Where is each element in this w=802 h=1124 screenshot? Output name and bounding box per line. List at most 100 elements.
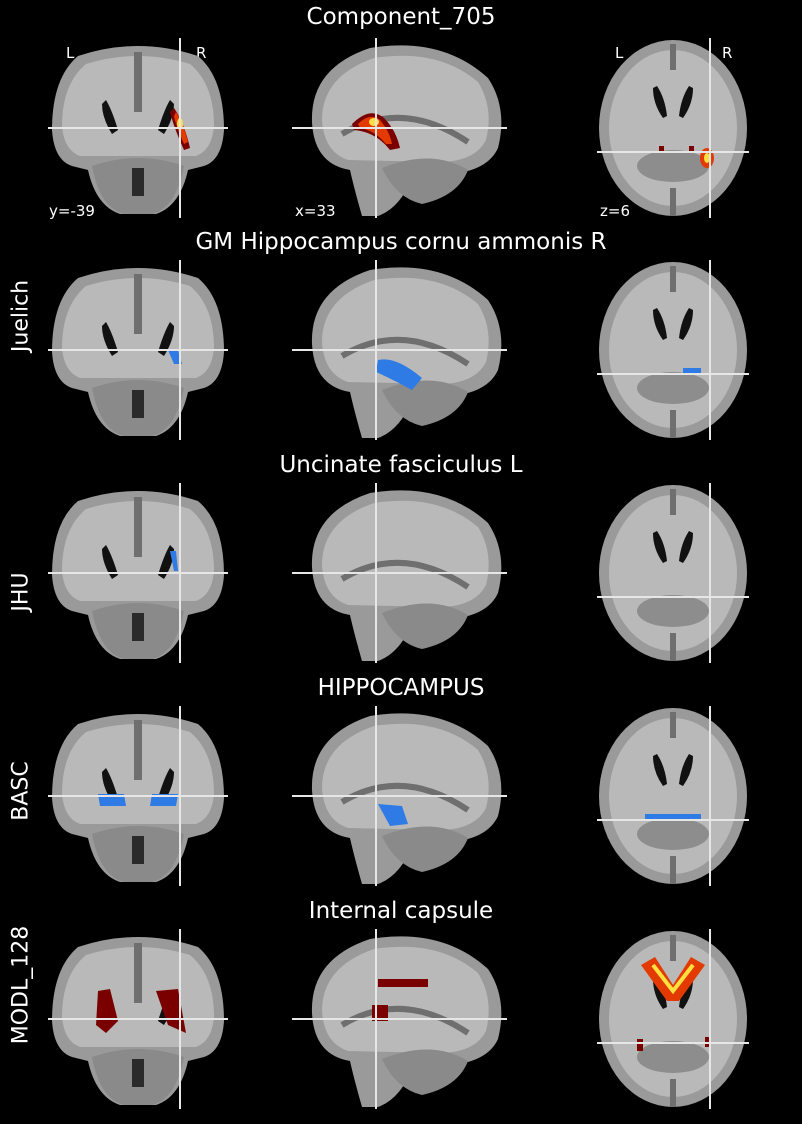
coronal-slice-image [48, 706, 228, 886]
midline-fissure [134, 274, 142, 334]
activation-peak [369, 118, 379, 126]
left-ventricle [653, 531, 667, 563]
right-ventricle [158, 768, 174, 802]
coord-y: y=-39 [49, 202, 95, 220]
axial-slice-row-5 [597, 929, 749, 1109]
coronal-slice-row-4 [48, 706, 228, 886]
row-label-3: JHU [8, 572, 34, 612]
sagittal-slice-row-4 [292, 706, 507, 886]
axial-slice-row-1 [597, 38, 749, 218]
panel-title-5: Internal capsule [308, 898, 494, 924]
panel-title-3: Uncinate fasciculus L [279, 452, 523, 478]
left-ventricle [102, 322, 118, 356]
coord-x: x=33 [295, 202, 336, 220]
sagittal-slice-row-3 [292, 483, 507, 663]
activation-peak [704, 153, 710, 163]
cortex-region [609, 495, 737, 651]
midline-fissure [134, 943, 142, 1003]
overlay-sagittal [378, 804, 408, 826]
sagittal-slice-image [292, 483, 507, 663]
cortex-region [322, 500, 489, 607]
orient-right-1: R [196, 44, 207, 62]
overlay-sagittal [376, 359, 422, 390]
panel-title-2: GM Hippocampus cornu ammonis R [195, 229, 607, 255]
axial-slice-row-3 [597, 483, 749, 663]
row-label-5: MODL_128 [8, 925, 34, 1045]
right-ventricle [679, 308, 693, 340]
right-ventricle [158, 100, 174, 134]
coronal-slice-image [48, 38, 228, 218]
posterior-region [637, 595, 709, 627]
cerebellum [382, 380, 468, 426]
atlas-region [683, 368, 701, 375]
fourth-ventricle [132, 1059, 144, 1087]
right-ventricle [679, 531, 693, 563]
fourth-ventricle [132, 168, 144, 196]
atlas-region [168, 350, 182, 364]
cortex-region [609, 272, 737, 428]
coronal-slice-row-1 [48, 38, 228, 218]
midline-fissure [134, 52, 142, 112]
cortex-region [609, 718, 737, 874]
cerebellum [382, 158, 468, 204]
sagittal-slice-image [292, 260, 507, 440]
anterior-fissure [670, 712, 676, 738]
midline-fissure [134, 497, 142, 557]
fourth-ventricle [132, 613, 144, 641]
atlas-region [378, 979, 428, 987]
coronal-slice-row-3 [48, 483, 228, 663]
left-ventricle [653, 754, 667, 786]
posterior-region [637, 1041, 709, 1073]
orient-left-axial-1: L [615, 44, 624, 62]
axial-slice-image [597, 38, 749, 218]
coronal-slice-image [48, 483, 228, 663]
axial-slice-image [597, 483, 749, 663]
panel-title-4: HIPPOCAMPUS [317, 675, 485, 701]
orient-left-1: L [66, 44, 75, 62]
cerebellum [382, 1049, 468, 1095]
axial-slice-image [597, 706, 749, 886]
row-label-2: Juelich [8, 279, 34, 353]
posterior-fissure [670, 1079, 676, 1107]
anterior-fissure [670, 266, 676, 292]
sagittal-slice-row-2 [292, 260, 507, 440]
posterior-fissure [670, 856, 676, 884]
coronal-slice-image [48, 260, 228, 440]
cortex-region [322, 723, 489, 830]
overlay-coronal [168, 350, 182, 364]
axial-slice-image [597, 929, 749, 1109]
posterior-region [637, 150, 709, 182]
cortex-region [609, 941, 737, 1097]
axial-slice-row-4 [597, 706, 749, 886]
left-ventricle [102, 100, 118, 134]
posterior-fissure [670, 188, 676, 216]
sagittal-slice-row-5 [292, 929, 507, 1109]
activation-spot [689, 146, 694, 151]
overlay-coronal [170, 551, 178, 571]
right-ventricle [158, 545, 174, 579]
atlas-region-left [96, 989, 118, 1033]
right-ventricle [679, 86, 693, 118]
sagittal-slice-image [292, 38, 507, 218]
anterior-fissure [670, 44, 676, 70]
anterior-fissure [670, 935, 676, 961]
right-ventricle [679, 754, 693, 786]
posterior-region [637, 372, 709, 404]
cortex-region [322, 277, 489, 384]
overlay-axial [645, 814, 701, 820]
anterior-fissure [670, 489, 676, 515]
atlas-region [645, 814, 701, 820]
axial-slice-image [597, 260, 749, 440]
midline-fissure [134, 720, 142, 780]
left-ventricle [102, 545, 118, 579]
posterior-fissure [670, 633, 676, 661]
sagittal-slice-image [292, 706, 507, 886]
overlay-axial [683, 368, 701, 375]
atlas-region [378, 804, 408, 826]
sagittal-slice-row-1 [292, 38, 507, 218]
fourth-ventricle [132, 390, 144, 418]
cortex-region [322, 946, 489, 1053]
axial-slice-row-2 [597, 260, 749, 440]
activation-spot [659, 146, 664, 152]
overlay-coronal [96, 989, 186, 1033]
